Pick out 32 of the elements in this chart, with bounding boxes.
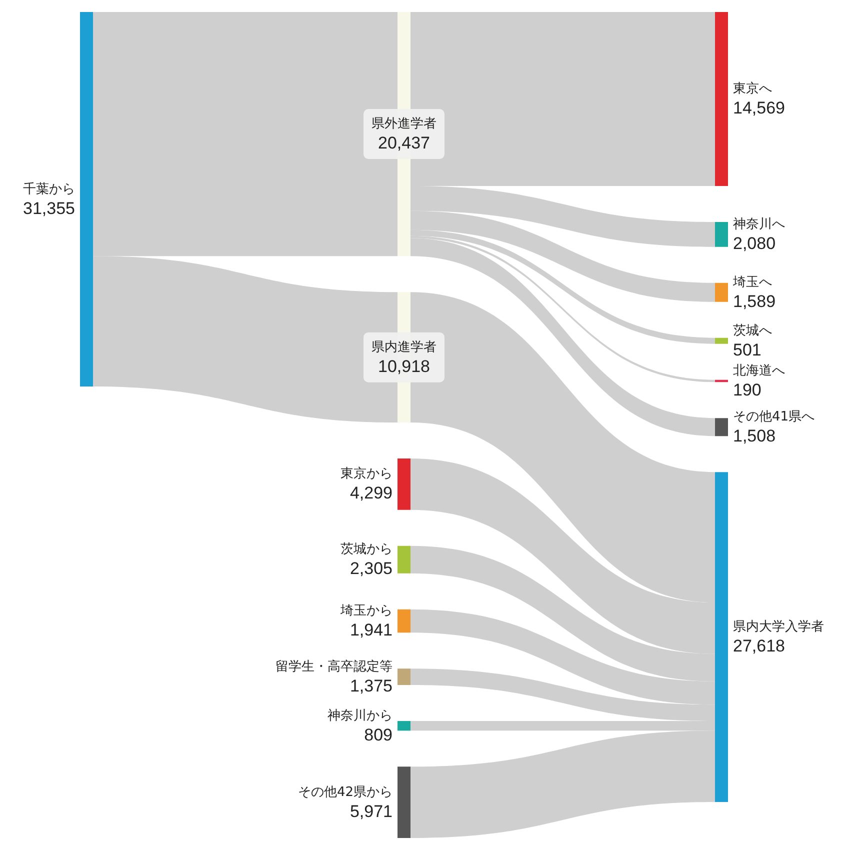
data-label: 10,918 [378, 356, 430, 376]
category-label: 埼玉から [340, 604, 392, 618]
category-label: その他41県へ [733, 410, 815, 425]
category-label: 北海道へ [733, 363, 785, 378]
data-label: 190 [733, 380, 762, 400]
category-label: 県内大学入学者 [733, 620, 824, 635]
data-label: 1,508 [733, 426, 776, 446]
data-label: 27,618 [733, 636, 785, 656]
category-label: その他42県から [298, 784, 392, 800]
data-label: 4,299 [350, 484, 392, 503]
category-label: 県内進学者 [372, 340, 436, 355]
data-label: 809 [364, 725, 392, 744]
data-label: 2,080 [733, 234, 776, 253]
data-label: 2,305 [350, 559, 392, 578]
category-label: 茨城へ [733, 323, 772, 338]
category-label: 県外進学者 [372, 116, 436, 132]
data-label: 1,375 [350, 676, 392, 696]
category-label: 茨城から [340, 542, 392, 558]
data-label: 14,569 [733, 98, 785, 118]
category-label: 東京へ [733, 82, 772, 97]
category-label: 東京から [340, 466, 392, 482]
data-label: 501 [733, 340, 762, 360]
data-label: 20,437 [378, 134, 430, 153]
data-label: 31,355 [23, 198, 75, 218]
data-label: 1,941 [350, 620, 392, 640]
category-label: 神奈川へ [733, 216, 785, 232]
category-label: 神奈川から [328, 708, 392, 724]
data-label: 5,971 [350, 802, 392, 821]
category-label: 埼玉へ [732, 274, 772, 290]
category-label: 留学生・高卒認定等 [276, 658, 392, 674]
category-label: 千葉から [23, 182, 75, 197]
data-label: 1,589 [733, 292, 776, 311]
